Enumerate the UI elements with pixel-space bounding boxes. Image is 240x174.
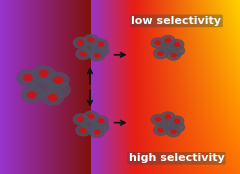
Circle shape [78, 117, 83, 121]
Circle shape [94, 122, 109, 133]
Circle shape [76, 48, 91, 59]
Circle shape [171, 53, 176, 57]
Circle shape [31, 79, 53, 95]
Circle shape [88, 38, 94, 42]
Circle shape [76, 125, 91, 136]
Circle shape [21, 86, 44, 103]
Circle shape [160, 120, 174, 130]
Circle shape [170, 122, 185, 132]
Circle shape [155, 117, 161, 121]
Circle shape [158, 52, 163, 56]
Circle shape [28, 92, 36, 98]
Circle shape [158, 128, 163, 132]
Circle shape [41, 89, 64, 105]
Circle shape [93, 115, 108, 126]
Circle shape [154, 125, 168, 135]
Circle shape [169, 116, 184, 126]
Circle shape [95, 130, 100, 134]
Circle shape [171, 130, 176, 134]
Circle shape [48, 82, 70, 98]
Circle shape [160, 44, 174, 54]
Circle shape [49, 94, 57, 100]
Circle shape [161, 35, 175, 46]
Circle shape [89, 126, 104, 137]
Circle shape [17, 70, 40, 86]
Circle shape [174, 119, 180, 123]
Circle shape [95, 54, 100, 58]
Circle shape [88, 114, 94, 118]
Circle shape [166, 50, 180, 60]
Circle shape [78, 40, 83, 45]
Circle shape [154, 48, 168, 59]
Circle shape [151, 38, 165, 48]
Circle shape [24, 75, 32, 81]
Circle shape [83, 120, 97, 131]
Circle shape [46, 72, 69, 89]
Circle shape [98, 119, 104, 123]
Circle shape [84, 111, 99, 122]
Circle shape [165, 115, 171, 119]
Circle shape [73, 114, 89, 125]
Circle shape [161, 112, 175, 122]
Circle shape [174, 42, 180, 46]
Circle shape [54, 77, 63, 83]
Circle shape [83, 43, 97, 54]
Circle shape [155, 41, 161, 45]
Circle shape [151, 114, 165, 125]
Circle shape [94, 45, 109, 56]
Circle shape [93, 39, 108, 50]
Circle shape [40, 70, 48, 77]
Text: high selectivity: high selectivity [129, 153, 224, 163]
Circle shape [80, 129, 86, 133]
Circle shape [98, 42, 104, 46]
Circle shape [89, 50, 104, 61]
Circle shape [166, 126, 180, 137]
Circle shape [80, 52, 86, 56]
Circle shape [165, 38, 171, 42]
Circle shape [169, 39, 184, 50]
Circle shape [170, 45, 185, 56]
Circle shape [32, 66, 55, 82]
Text: low selectivity: low selectivity [132, 16, 221, 26]
Circle shape [73, 37, 89, 48]
Circle shape [84, 35, 99, 46]
